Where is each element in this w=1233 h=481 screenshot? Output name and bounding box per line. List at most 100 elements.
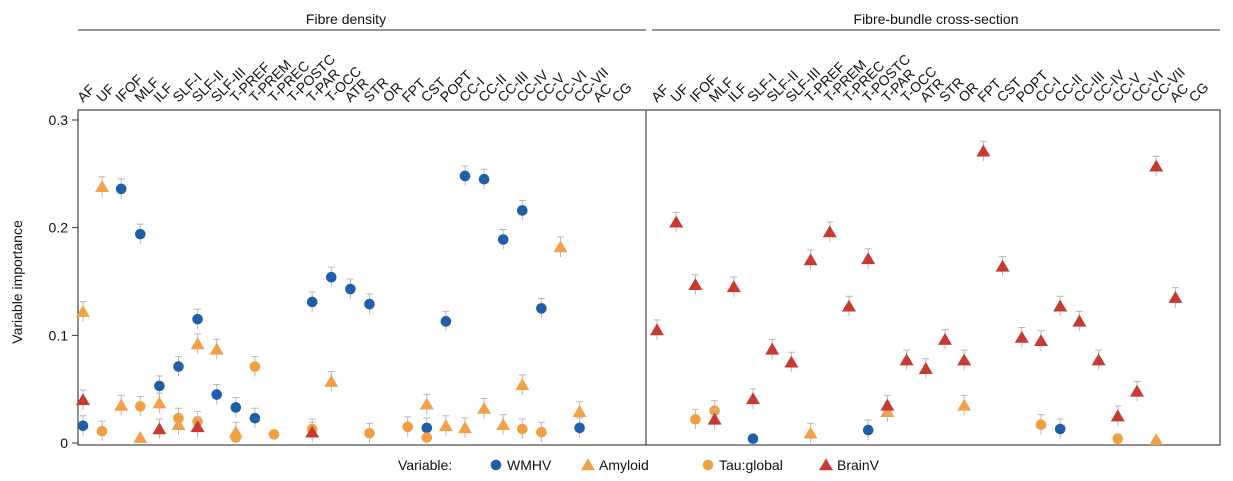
data-point-brainv [1091,349,1106,371]
point-marker-triangle [438,419,453,432]
data-point-brainv [1130,380,1144,402]
point-marker-triangle [1034,334,1048,346]
point-marker-circle [402,421,414,433]
data-point-wmhv [536,297,547,319]
point-marker-circle [747,433,759,444]
data-point-wmhv [154,375,165,396]
point-marker-triangle [688,278,703,290]
point-marker-triangle [1149,433,1164,446]
point-marker-triangle [553,240,568,253]
point-marker-circle [268,429,280,440]
data-point-amyloid [152,392,167,414]
point-marker-triangle [114,398,129,411]
point-marker-circle [1054,423,1066,435]
data-point-wmhv [1054,418,1066,440]
point-marker-circle [230,402,242,413]
data-point-brainv [976,140,991,162]
point-marker-triangle [1168,291,1183,303]
data-point-brainv [861,248,876,269]
data-point-brainv [765,338,780,360]
point-marker-circle [490,459,502,471]
point-marker-circle [249,361,261,372]
point-marker-circle [536,426,547,438]
point-marker-circle [364,428,375,439]
point-marker-circle [1112,433,1124,444]
data-point-brainv [1053,295,1068,317]
data-point-brainv [995,255,1010,277]
data-point-amyloid [419,393,434,415]
data-point-brainv [784,351,799,373]
data-point-wmhv [364,293,375,315]
point-marker-triangle [305,425,320,438]
point-marker-triangle [918,362,933,374]
data-point-amyloid [553,236,568,258]
point-marker-circle [192,313,203,325]
data-point-wmhv [345,278,356,300]
point-marker-triangle [477,401,492,414]
data-point-tau-global [268,429,280,440]
point-marker-triangle [861,252,876,265]
data-point-brainv [803,249,818,270]
point-marker-triangle [515,378,530,391]
point-marker-circle [135,228,146,240]
data-point-amyloid [209,338,224,360]
data-point-amyloid [477,398,492,419]
data-point-tau-global [96,420,108,442]
point-marker-triangle [95,180,110,193]
data-point-amyloid [957,394,972,416]
point-marker-circle [135,401,146,412]
point-marker-triangle [803,253,818,266]
data-point-brainv [899,349,914,371]
data-point-brainv [1149,155,1164,177]
point-marker-triangle [976,144,991,157]
data-point-wmhv [517,199,528,221]
point-marker-triangle [458,421,472,434]
point-marker-circle [326,271,337,283]
point-marker-circle [536,303,547,314]
data-point-tau-global [536,421,547,443]
data-point-wmhv [211,384,222,405]
data-point-tau-global [517,418,528,440]
data-point-amyloid [572,401,587,422]
data-point-wmhv [230,396,242,418]
point-marker-triangle [899,353,914,366]
point-marker-triangle [803,426,818,439]
point-marker-triangle [707,412,722,425]
point-marker-triangle [957,398,972,411]
point-marker-triangle [1130,384,1144,397]
data-point-tau-global [135,395,146,417]
point-marker-circle [517,205,528,216]
point-marker-triangle [765,342,780,355]
data-point-tau-global [1112,433,1124,444]
data-point-brainv [938,329,952,350]
data-point-wmhv [115,178,127,199]
data-point-brainv [76,389,90,410]
point-marker-triangle [324,374,339,387]
point-marker-triangle [880,398,895,411]
point-marker-triangle [76,304,90,317]
point-marker-circle [517,423,528,435]
data-point-brainv [650,319,664,340]
data-point-brainv [842,295,856,317]
point-marker-triangle [995,259,1010,272]
legend-item: BrainV [819,457,880,473]
point-marker-circle [306,296,318,308]
legend-item: WMHV [490,457,552,473]
point-marker-triangle [1014,330,1029,343]
legend-item: Tau:global [702,457,783,473]
data-point-brainv [190,416,205,437]
point-marker-circle [702,459,714,471]
y-tick-label: 0 [60,435,68,451]
point-marker-circle [230,432,242,443]
point-marker-triangle [1110,409,1125,422]
point-marker-triangle [572,405,587,418]
data-point-wmhv [747,433,759,444]
legend-label: Amyloid [599,457,649,473]
point-marker-circle [364,298,375,310]
data-point-wmhv [77,415,89,436]
point-marker-triangle [209,342,224,355]
point-marker-circle [249,412,261,424]
data-point-tau-global [690,408,701,430]
data-point-tau-global [230,432,242,443]
